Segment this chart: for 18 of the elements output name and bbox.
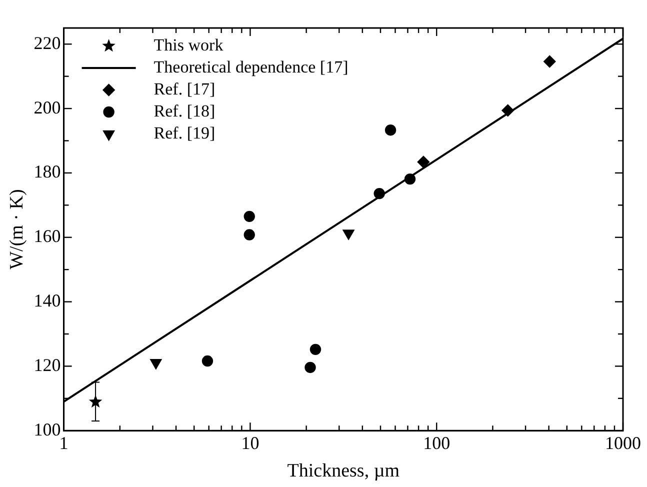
x-tick-label: 1000 <box>605 433 641 454</box>
y-tick-label: 200 <box>34 97 61 118</box>
legend-label: Theoretical dependence [17] <box>154 57 348 76</box>
y-axis-title: W/(m · K) <box>6 189 28 270</box>
y-tick-label: 100 <box>34 419 61 440</box>
legend-label: Ref. [18] <box>154 101 216 120</box>
x-axis-title: Thickness, µm <box>287 460 400 482</box>
y-tick-label: 180 <box>34 162 61 182</box>
legend-label: This work <box>154 35 224 54</box>
legend-label: Ref. [19] <box>154 123 216 142</box>
y-tick-label: 220 <box>34 32 61 53</box>
x-tick-label: 1 <box>59 433 68 454</box>
y-tick-label: 140 <box>34 290 61 310</box>
y-tick-label: 120 <box>34 354 61 375</box>
x-tick-label: 10 <box>241 433 260 454</box>
y-tick-label: 160 <box>34 226 61 246</box>
legend-label: Ref. [17] <box>154 79 216 98</box>
x-tick-label: 100 <box>423 433 450 454</box>
